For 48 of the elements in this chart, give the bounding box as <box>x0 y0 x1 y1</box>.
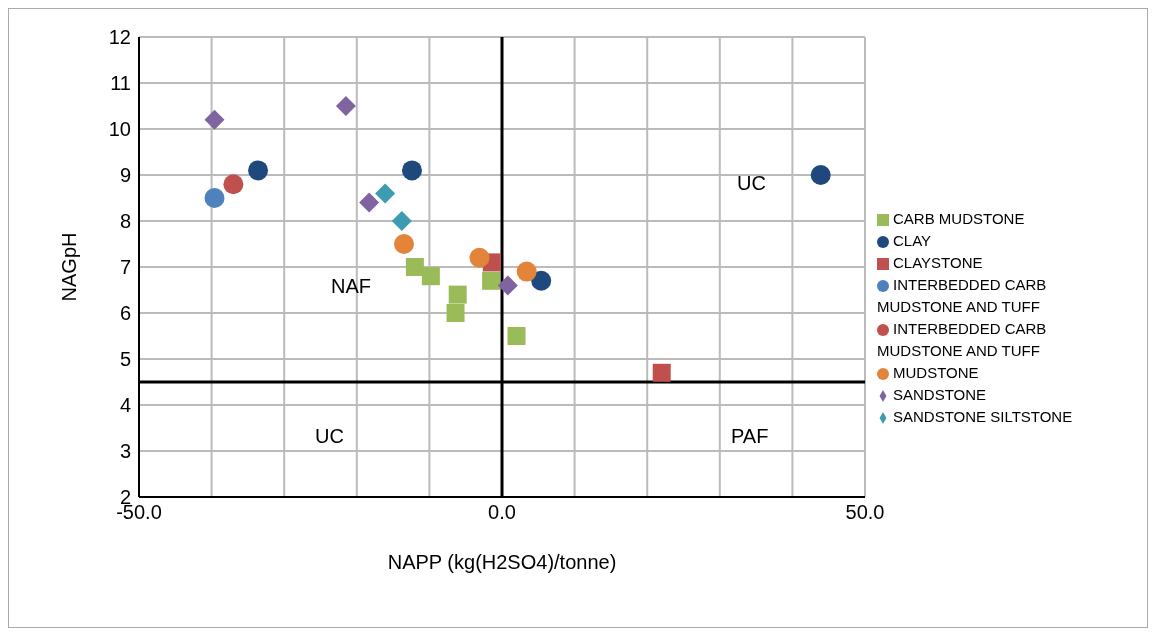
point <box>401 160 422 181</box>
legend-label: MUDSTONE <box>893 364 979 381</box>
legend-label: SANDSTONE <box>893 386 987 403</box>
legend-label: SANDSTONE SILTSTONE <box>893 408 1073 425</box>
point <box>652 363 671 382</box>
legend-label: CLAY <box>893 232 932 249</box>
x-tick-label: 50.0 <box>845 501 885 524</box>
y-tick-label: 10 <box>108 118 131 141</box>
y-tick-label: 9 <box>119 164 131 187</box>
y-axis-title: NAGpH <box>58 232 81 302</box>
point <box>375 183 396 204</box>
point <box>507 327 526 345</box>
point <box>204 109 225 130</box>
legend-label: INTERBEDDED CARB MUDSTONE AND TUFF <box>877 276 1047 315</box>
y-tick-label: 3 <box>119 440 131 463</box>
y-tick-label: 8 <box>119 210 131 233</box>
legend-label: CARB MUDSTONE <box>893 210 1025 227</box>
point <box>393 234 414 254</box>
point <box>448 285 467 304</box>
point <box>810 165 831 185</box>
point <box>446 304 465 322</box>
point <box>204 188 225 208</box>
x-tick-label: 0.0 <box>488 501 516 524</box>
point <box>482 271 501 290</box>
annotation: UC <box>315 425 344 448</box>
y-tick-label: 5 <box>119 348 131 371</box>
annotation: NAF <box>331 275 371 298</box>
annotation: UC <box>737 172 766 195</box>
point <box>531 270 552 291</box>
x-axis-title: NAPP (kg(H2SO4)/tonne) <box>387 551 617 573</box>
point <box>469 247 490 268</box>
point <box>391 211 412 231</box>
y-tick-label: 11 <box>110 72 131 95</box>
point <box>405 258 424 276</box>
legend-label: CLAYSTONE <box>893 254 983 271</box>
y-tick-label: 12 <box>108 26 131 49</box>
point <box>335 96 356 116</box>
point <box>223 174 244 195</box>
y-tick-label: 4 <box>119 394 131 417</box>
point <box>359 192 380 213</box>
point <box>497 275 518 296</box>
point <box>516 261 537 282</box>
legend-label: INTERBEDDED CARB MUDSTONE AND TUFF <box>877 320 1047 359</box>
annotation: PAF <box>731 425 769 448</box>
point <box>421 267 440 286</box>
y-tick-label: 6 <box>119 302 131 325</box>
y-tick-label: 7 <box>119 256 131 279</box>
point <box>248 160 269 181</box>
